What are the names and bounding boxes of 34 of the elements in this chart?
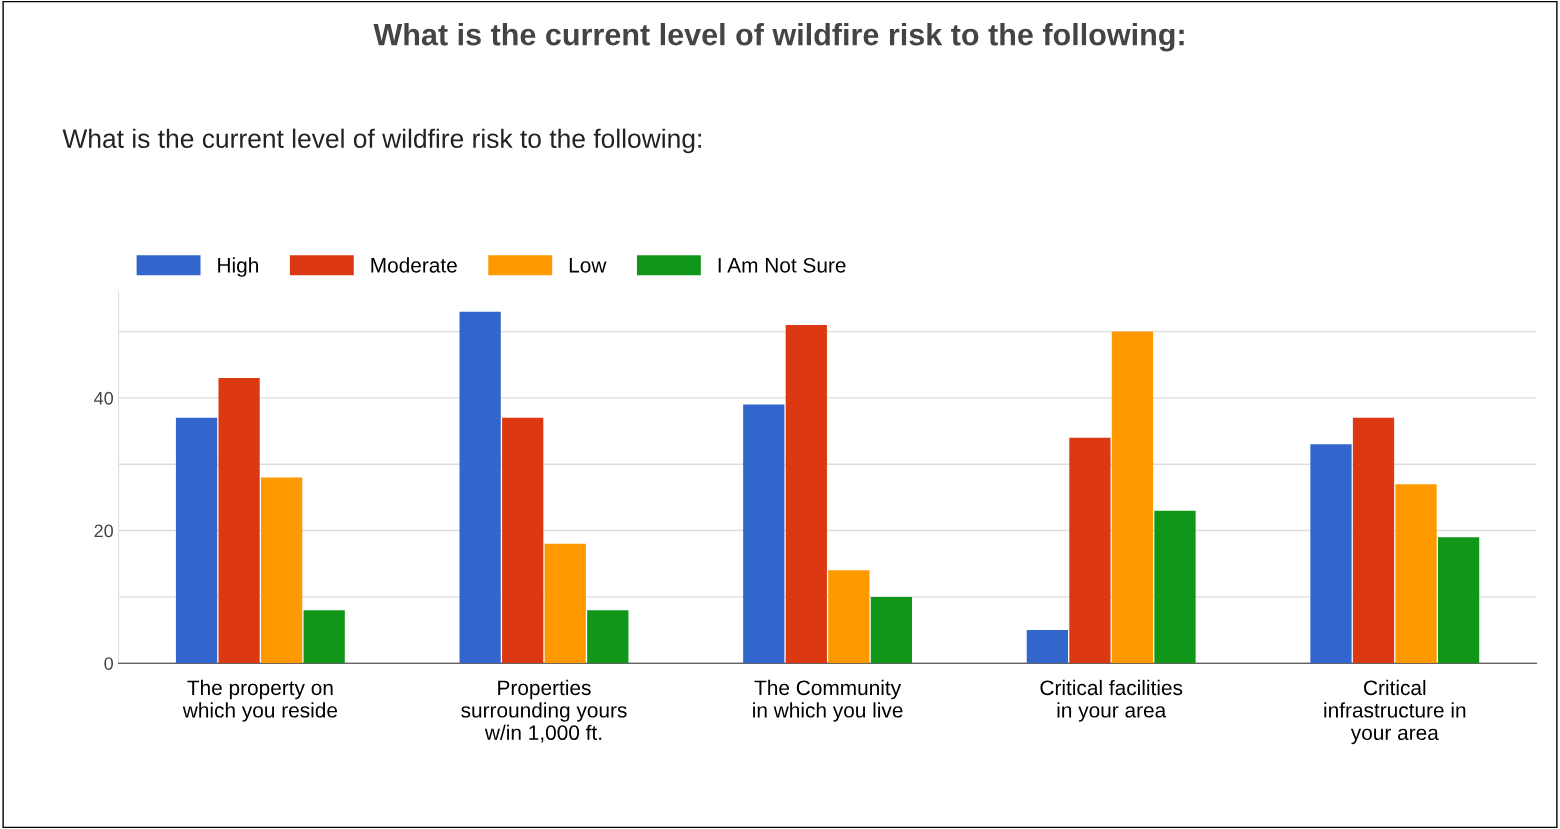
y-tick-label: 0 [104,657,113,670]
bar [303,610,345,664]
x-tick-label: The property on which you reside [182,679,338,722]
bar [1437,537,1480,664]
bar [1069,437,1111,664]
legend-label: Low [569,258,607,273]
bar [1352,417,1395,664]
bar [743,404,785,664]
bar [828,570,870,664]
legend-label: I Am Not Sure [718,257,846,273]
bar [544,543,586,664]
legend-label: High [218,257,258,277]
legend-label: Moderate [371,257,457,273]
x-tick-label: Critical facilities in your area [1040,679,1183,722]
x-tick-label: Properties surrounding yours w/in 1,000 ft. [461,679,627,743]
bar [459,311,501,664]
bar [175,417,218,664]
bar [1026,630,1069,664]
bar [218,378,260,664]
bar [1395,484,1437,664]
bar [870,596,913,664]
bar [261,477,303,664]
bar [587,610,629,664]
chart-title: What is the current level of wildfire risk to the following: [373,23,1184,52]
bar [1310,444,1352,664]
bar [1111,331,1154,664]
chart-subtitle: What is the current level of wildfire risk to the following: [62,128,701,154]
x-tick-label: Critical infrastructure in your area [1324,679,1466,745]
y-tick-label: 20 [94,524,113,538]
bar [1154,510,1196,664]
bar [785,324,827,664]
bar [502,417,544,664]
x-tick-label: The Community in which you live [753,679,903,722]
y-tick-label: 40 [94,391,113,405]
